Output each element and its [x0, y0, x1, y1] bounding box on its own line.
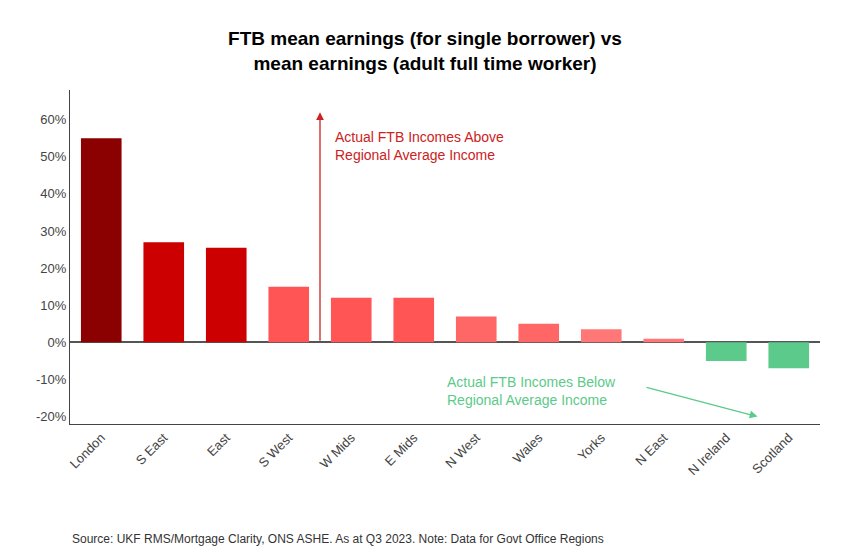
svg-text:60%: 60%	[40, 112, 66, 127]
svg-text:N West: N West	[442, 430, 483, 471]
svg-text:20%: 20%	[40, 261, 66, 276]
svg-text:E Mids: E Mids	[382, 430, 421, 469]
svg-text:Source: UKF RMS/Mortgage Clari: Source: UKF RMS/Mortgage Clarity, ONS AS…	[72, 532, 604, 546]
svg-text:Yorks: Yorks	[575, 430, 609, 464]
svg-text:W Mids: W Mids	[317, 430, 359, 472]
svg-text:Scotland: Scotland	[749, 430, 795, 476]
svg-text:Wales: Wales	[510, 430, 546, 466]
svg-text:N East: N East	[632, 430, 670, 468]
svg-text:50%: 50%	[40, 149, 66, 164]
svg-text:Actual FTB Incomes BelowRegion: Actual FTB Incomes BelowRegional Average…	[447, 374, 616, 408]
svg-text:N Ireland: N Ireland	[685, 430, 733, 478]
svg-text:-20%: -20%	[36, 409, 67, 424]
svg-text:30%: 30%	[40, 224, 66, 239]
svg-text:10%: 10%	[40, 298, 66, 313]
svg-text:S West: S West	[255, 430, 295, 470]
svg-text:East: East	[204, 430, 233, 459]
svg-text:London: London	[67, 430, 108, 471]
svg-text:0%: 0%	[48, 335, 67, 350]
svg-text:Actual FTB Incomes AboveRegion: Actual FTB Incomes AboveRegional Average…	[335, 129, 504, 163]
svg-text:-10%: -10%	[36, 372, 67, 387]
svg-text:40%: 40%	[40, 186, 66, 201]
svg-text:S East: S East	[133, 430, 171, 468]
svg-text:FTB mean earnings (for single: FTB mean earnings (for single borrower) …	[228, 28, 622, 74]
